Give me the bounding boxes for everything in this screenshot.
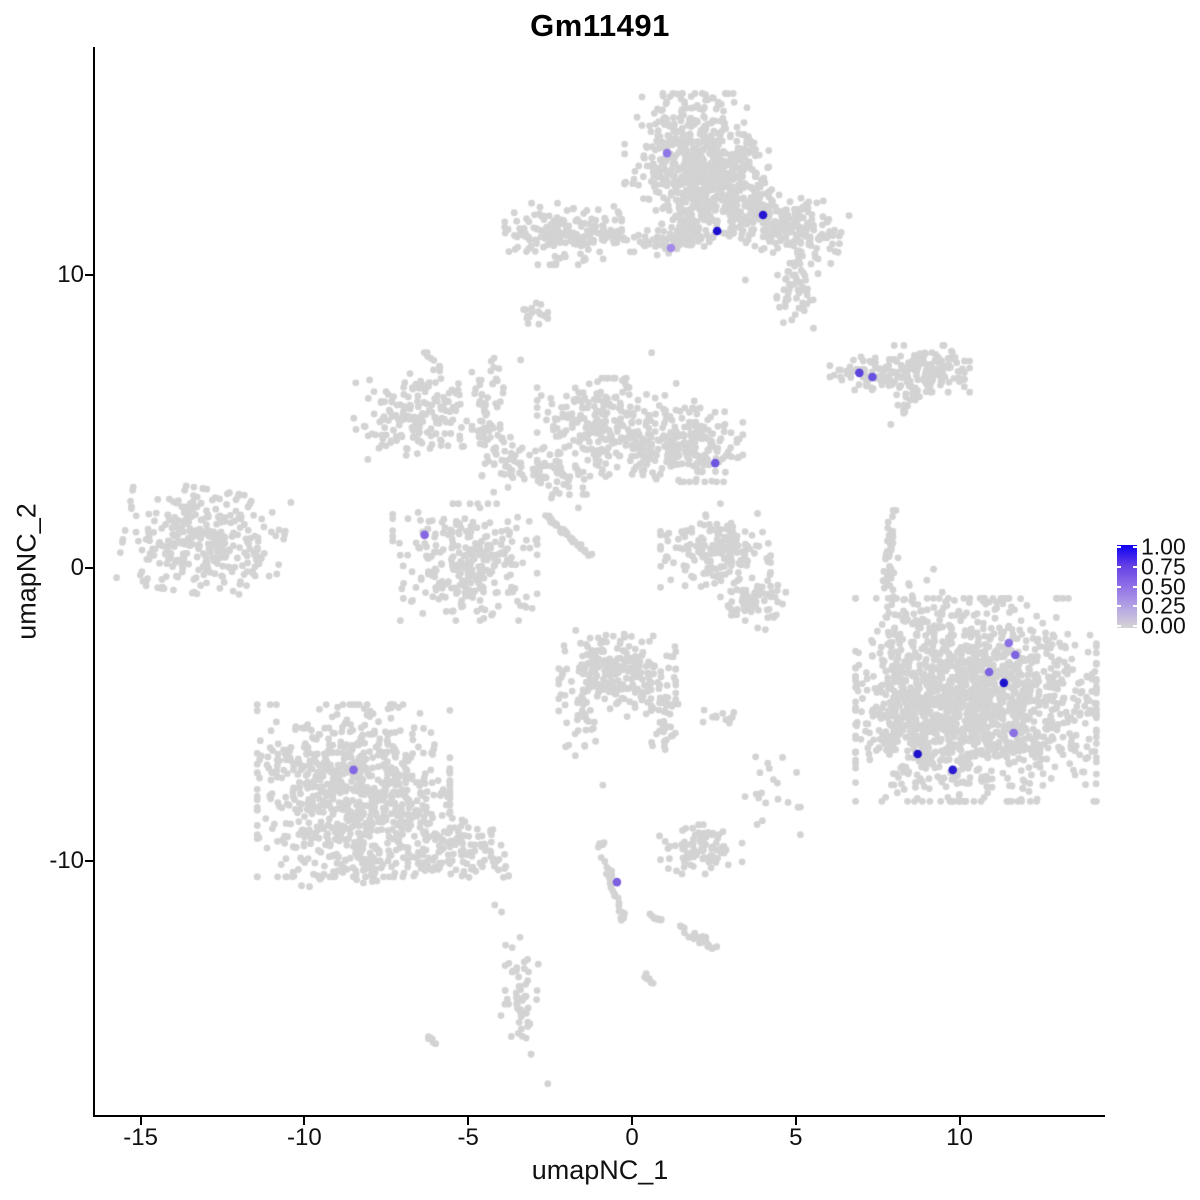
legend-tick-label: 0.25 (1141, 592, 1186, 619)
legend-tick-label: 0.50 (1141, 573, 1186, 599)
legend-tick-mark (1117, 546, 1121, 548)
y-tick-mark (85, 567, 93, 569)
x-tick-mark (467, 1117, 470, 1125)
y-tick-label: 10 (57, 261, 84, 288)
x-tick-label: 10 (946, 1124, 973, 1151)
y-tick-label: -10 (49, 847, 84, 874)
x-tick-label: -10 (287, 1124, 322, 1151)
legend-tick-mark (1117, 625, 1121, 627)
legend-gradient-bar (1117, 545, 1137, 628)
y-tick-mark (85, 860, 93, 862)
x-tick-mark (794, 1117, 797, 1125)
x-tick-label: -15 (123, 1124, 158, 1151)
legend-tick-label: 0.00 (1141, 612, 1186, 639)
x-tick-label: -5 (457, 1124, 479, 1151)
legend-tick-mark (1117, 585, 1121, 588)
x-axis-line (93, 1115, 1105, 1117)
legend-tick-mark (1133, 625, 1137, 627)
y-axis-title: umapNC_2 (11, 503, 42, 640)
plot-title: Gm11491 (530, 8, 670, 43)
legend-tick-label: 0.75 (1141, 553, 1186, 580)
expression-legend: 1.00 0.75 0.50 0.25 0.00 (1113, 535, 1198, 640)
legend-tick-mark (1133, 565, 1137, 568)
legend-tick-mark (1117, 565, 1121, 568)
x-tick-mark (631, 1117, 633, 1125)
legend-tick-mark (1133, 546, 1137, 548)
x-tick-label: 5 (789, 1124, 803, 1151)
x-axis-title: umapNC_1 (531, 1155, 669, 1185)
y-tick-mark (85, 274, 93, 276)
legend-tick-mark (1117, 605, 1121, 608)
y-axis-line (93, 47, 95, 1117)
x-tick-mark (139, 1117, 142, 1125)
y-tick-label: 0 (70, 554, 84, 581)
legend-tick-mark (1133, 605, 1137, 608)
legend-tick-mark (1133, 585, 1137, 588)
x-tick-label: 0 (625, 1124, 639, 1151)
x-tick-mark (303, 1117, 306, 1125)
x-tick-mark (958, 1117, 961, 1125)
legend-tick-label: 1.00 (1141, 533, 1186, 560)
